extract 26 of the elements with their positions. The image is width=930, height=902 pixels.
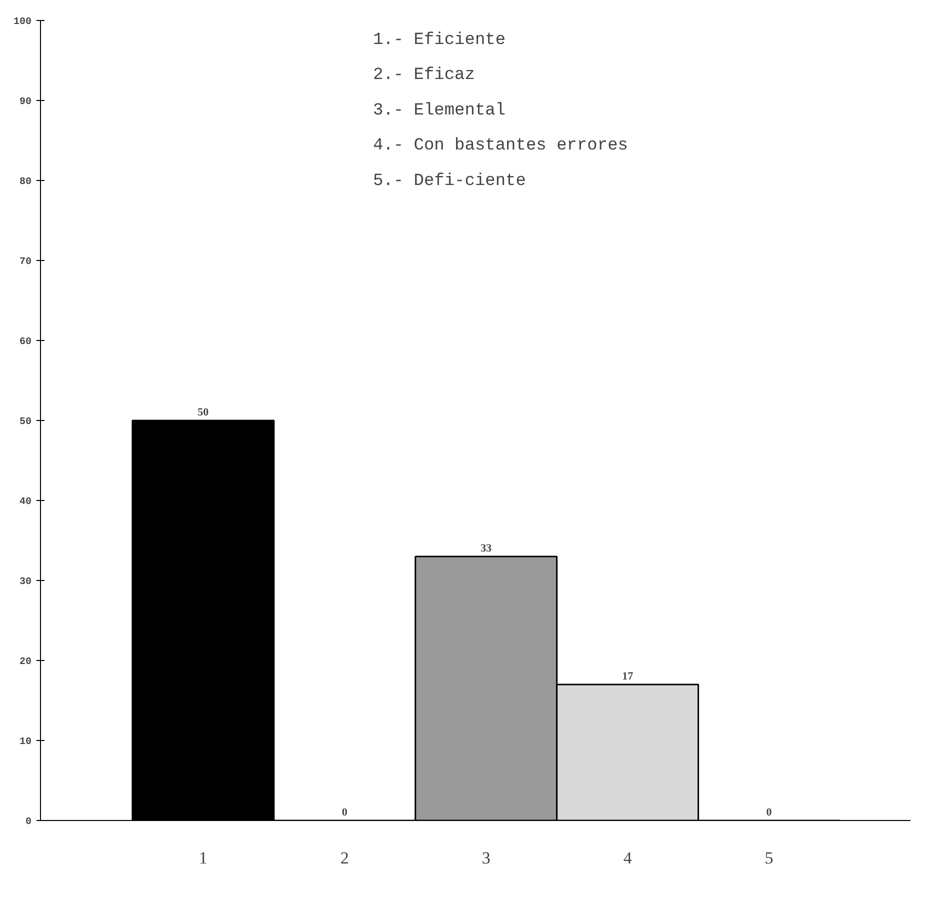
annotation: 3.- Elemental (372, 101, 506, 120)
y-tick-label: 10 (20, 737, 32, 748)
annotation: 2.- Eficaz (372, 66, 475, 86)
data-label: 50 (198, 406, 210, 418)
y-tick-label: 20 (20, 657, 32, 668)
x-tick-label: 5 (764, 848, 774, 868)
y-tick-label: 30 (20, 577, 32, 588)
y-tick-label: 70 (20, 257, 32, 268)
y-tick-label: 40 (20, 497, 32, 508)
x-tick-label: 2 (340, 848, 349, 868)
annotation: 4.- Con bastantes errores (372, 136, 628, 156)
x-tick-label: 4 (623, 848, 632, 868)
y-tick-label: 50 (20, 417, 32, 428)
data-label: 17 (622, 670, 634, 682)
data-label: 0 (342, 806, 348, 818)
y-tick-label: 80 (20, 177, 32, 188)
data-label: 33 (480, 542, 492, 554)
y-tick-label: 0 (26, 817, 32, 828)
annotation: 5.- Defi-ciente (372, 172, 526, 191)
annotation: 1.- Eficiente (372, 31, 506, 50)
x-tick-label: 3 (482, 848, 490, 868)
x-tick-label: 1 (198, 848, 208, 868)
y-tick-label: 90 (20, 97, 32, 108)
data-label: 0 (766, 806, 772, 818)
y-tick-label: 60 (20, 337, 32, 348)
y-tick-label: 100 (13, 17, 32, 28)
